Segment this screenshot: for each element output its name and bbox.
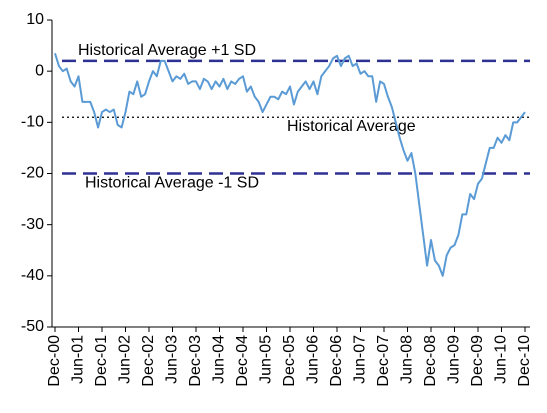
y-tick-label: -10: [21, 114, 44, 131]
x-tick-label: Dec-08: [422, 335, 439, 387]
x-tick-label: Jun-10: [493, 335, 510, 384]
x-tick-label: Jun-04: [211, 335, 228, 384]
x-tick-label: Jun-02: [117, 335, 134, 384]
x-tick-label: Jun-05: [258, 335, 275, 384]
x-tick-label: Jun-09: [446, 335, 463, 384]
x-tick-label: Dec-04: [234, 335, 251, 387]
reference-label: Historical Average -1 SD: [85, 175, 259, 192]
data-line: [54, 52, 526, 277]
x-tick-label: Dec-05: [281, 335, 298, 387]
x-tick-label: Jun-06: [305, 335, 322, 384]
reference-label: Historical Average: [287, 118, 416, 135]
y-tick-label: -20: [21, 165, 44, 182]
y-tick-label: -30: [21, 216, 44, 233]
y-tick-label: -40: [21, 267, 44, 284]
x-tick-label: Dec-10: [516, 335, 533, 387]
reference-label: Historical Average +1 SD: [78, 42, 256, 59]
x-tick-label: Dec-07: [375, 335, 392, 387]
x-tick-label: Dec-03: [187, 335, 204, 387]
x-tick-label: Jun-01: [70, 335, 87, 384]
x-tick-label: Jun-03: [164, 335, 181, 384]
x-tick-label: Dec-02: [140, 335, 157, 387]
x-tick-label: Dec-06: [328, 335, 345, 387]
x-tick-label: Dec-00: [46, 335, 63, 387]
y-tick-label: 10: [26, 11, 44, 28]
x-tick-label: Jun-08: [399, 335, 416, 384]
y-tick-label: 0: [35, 62, 44, 79]
x-tick-label: Dec-01: [93, 335, 110, 387]
x-tick-label: Jun-07: [352, 335, 369, 384]
y-tick-label: -50: [21, 318, 44, 335]
x-tick-label: Dec-09: [469, 335, 486, 387]
